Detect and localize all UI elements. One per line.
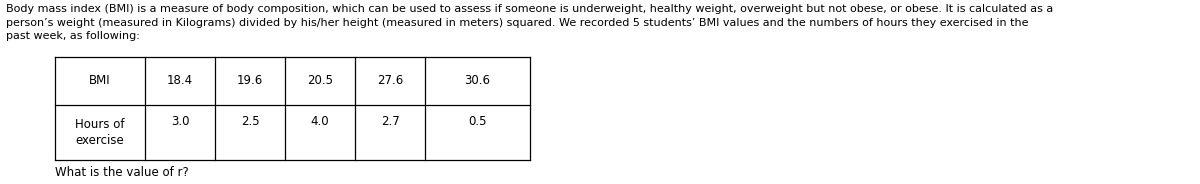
Text: Body mass index (BMI) is a measure of body composition, which can be used to ass: Body mass index (BMI) is a measure of bo…	[6, 4, 1054, 41]
Text: 30.6: 30.6	[464, 75, 491, 88]
Text: 18.4: 18.4	[167, 75, 193, 88]
Text: 19.6: 19.6	[236, 75, 263, 88]
Text: 2.7: 2.7	[380, 115, 400, 128]
Text: Hours of
exercise: Hours of exercise	[76, 118, 125, 147]
Text: 0.5: 0.5	[468, 115, 487, 128]
Text: 20.5: 20.5	[307, 75, 334, 88]
Text: 2.5: 2.5	[241, 115, 259, 128]
Text: What is the value of r?: What is the value of r?	[55, 166, 188, 179]
Text: 27.6: 27.6	[377, 75, 403, 88]
Text: 3.0: 3.0	[170, 115, 190, 128]
Text: 4.0: 4.0	[311, 115, 329, 128]
Text: BMI: BMI	[89, 75, 110, 88]
